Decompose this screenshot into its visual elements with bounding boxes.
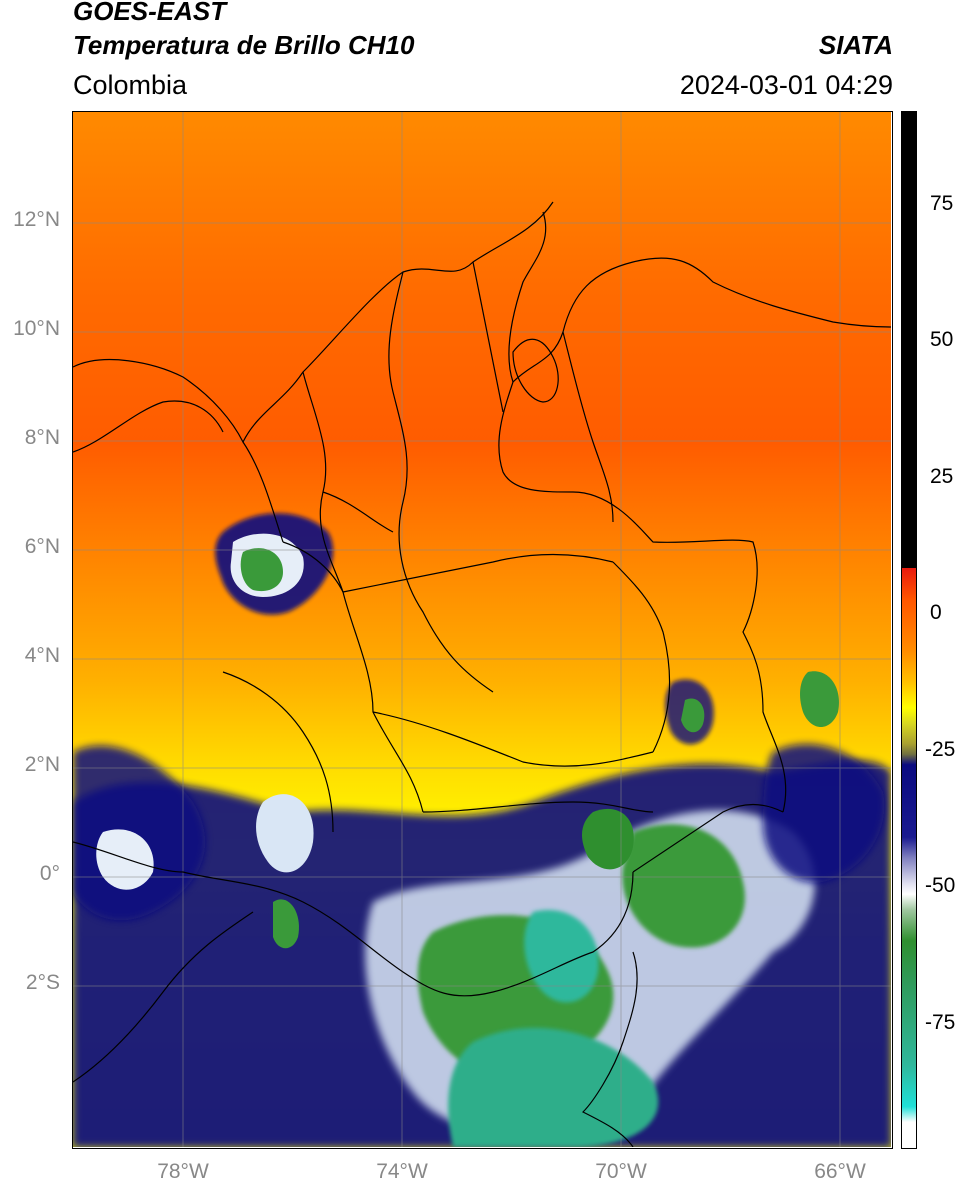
colorbar-label-25: 25 bbox=[930, 465, 954, 488]
colorbar-label-75: 75 bbox=[930, 192, 954, 215]
lat-label-2s: 2°S bbox=[25, 971, 60, 994]
region-label: Colombia bbox=[73, 70, 188, 100]
product-title: Temperatura de Brillo CH10 bbox=[73, 30, 415, 60]
colorbar-label-minus75: -75 bbox=[925, 1011, 956, 1034]
satellite-title: GOES-EAST bbox=[73, 0, 227, 26]
lon-label-70w: 70°W bbox=[595, 1160, 647, 1183]
source-label: SIATA bbox=[818, 30, 893, 60]
colorbar bbox=[901, 111, 917, 1149]
lon-label-74w: 74°W bbox=[376, 1160, 428, 1183]
colorbar-label-minus25: -25 bbox=[925, 738, 956, 761]
lat-label-8n: 8°N bbox=[24, 426, 60, 449]
lat-label-10n: 10°N bbox=[13, 317, 60, 340]
colorbar-label-50: 50 bbox=[930, 328, 954, 351]
lat-label-2n: 2°N bbox=[24, 753, 60, 776]
colorbar-label-minus50: -50 bbox=[925, 874, 956, 897]
lat-label-4n: 4°N bbox=[24, 644, 60, 667]
lat-label-0: 0° bbox=[39, 862, 60, 885]
map-canvas bbox=[73, 112, 891, 1147]
borders bbox=[73, 201, 891, 1147]
lon-label-78w: 78°W bbox=[157, 1160, 209, 1183]
datetime-label: 2024-03-01 04:29 bbox=[679, 70, 893, 100]
lon-label-66w: 66°W bbox=[814, 1160, 866, 1183]
satellite-map[interactable] bbox=[72, 111, 893, 1149]
lat-label-6n: 6°N bbox=[24, 535, 60, 558]
colorbar-label-0: 0 bbox=[930, 601, 942, 624]
lat-label-12n: 12°N bbox=[13, 208, 60, 231]
graticule bbox=[73, 112, 891, 1147]
cloud-systems bbox=[73, 513, 891, 1147]
